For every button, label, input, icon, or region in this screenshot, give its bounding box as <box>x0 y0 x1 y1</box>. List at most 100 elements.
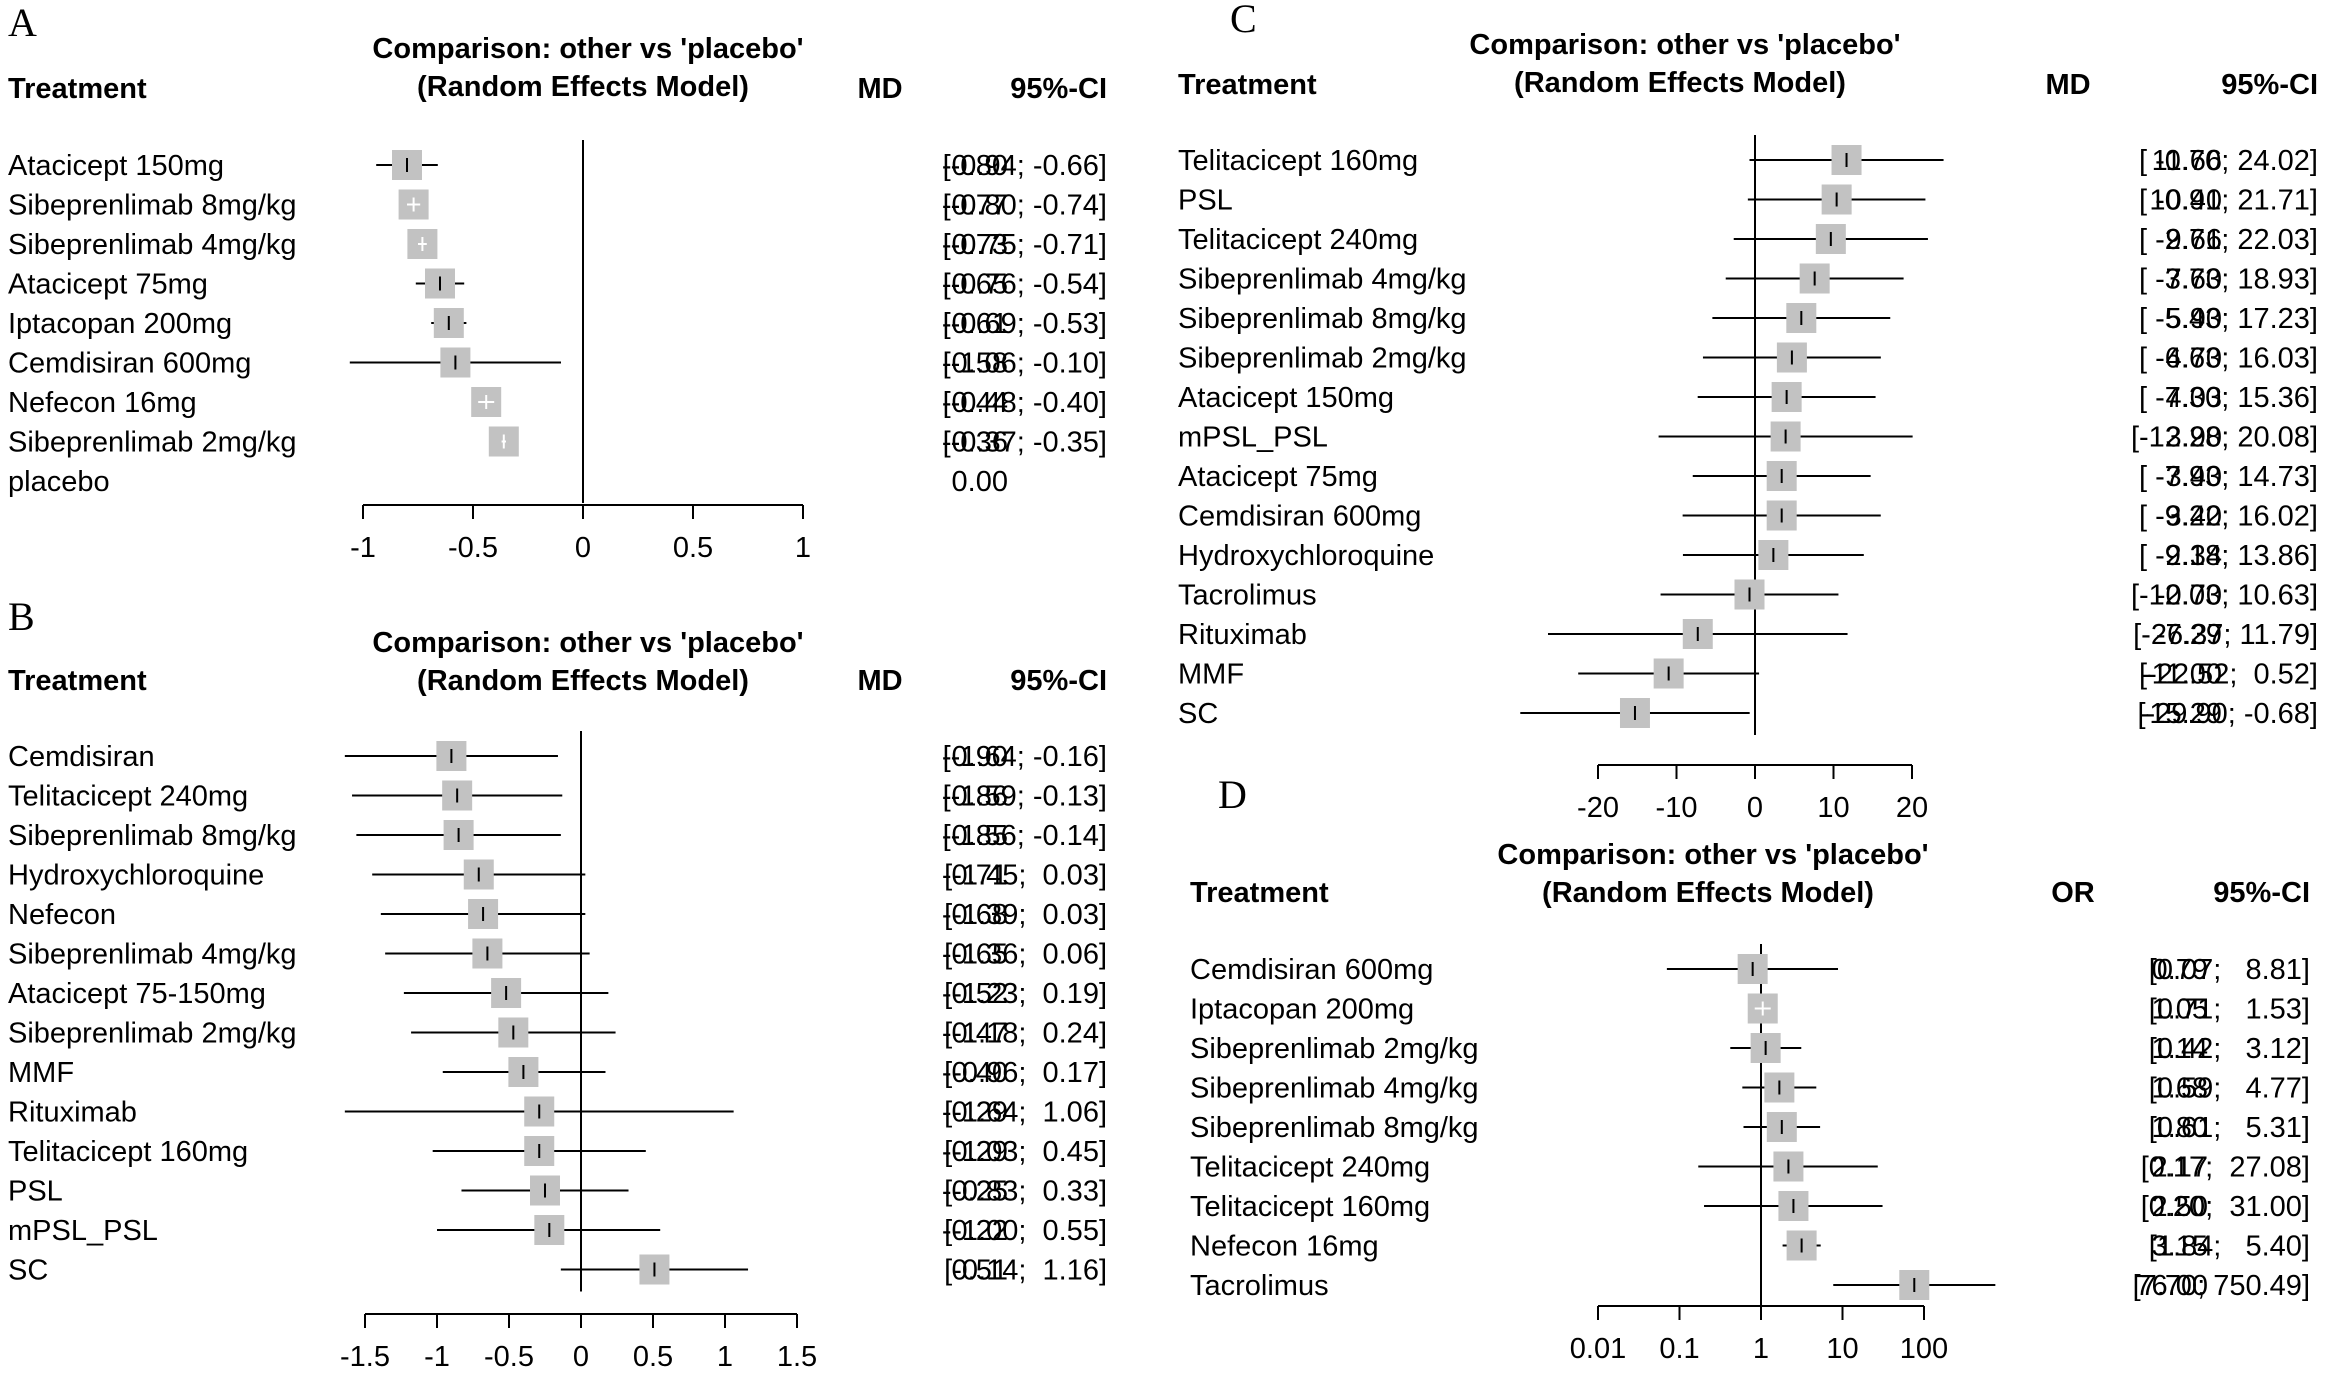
panel-d-ci-value: [0.42; 3.12] <box>2149 1033 2310 1065</box>
panel-b-ci-value: [-1.45; 0.03] <box>944 860 1107 892</box>
panel-c-tick-label: -10 <box>1656 792 1698 824</box>
panel-c-title-line1: Comparison: other vs 'placebo' <box>1469 29 1900 61</box>
panel-b-ci-column: [-1.64; -0.16] [-1.59; -0.13] [-1.56; -0.1… <box>943 741 1107 1287</box>
panel-a-ci-value: [-0.75; -0.71] <box>943 229 1107 261</box>
panel-d-row-label: Telitacicept 240mg <box>1190 1152 1430 1184</box>
panel-a-effect-header: MD <box>857 73 902 105</box>
panel-c-row-label: Sibeprenlimab 8mg/kg <box>1178 303 1467 335</box>
panel-a-estimate-value: -0.61 <box>942 308 1008 340</box>
panel-d-row-label: Sibeprenlimab 4mg/kg <box>1190 1073 1479 1105</box>
panel-c-row-label: Sibeprenlimab 4mg/kg <box>1178 264 1467 296</box>
panel-c-title-line2: (Random Effects Model) <box>1514 67 1846 99</box>
panel-c-row-label: Atacicept 150mg <box>1178 382 1394 414</box>
panel-a-estimate-value: -0.58 <box>942 348 1008 380</box>
panel-a-estimate-value: -0.77 <box>942 190 1008 222</box>
panel-b-ci-value: [-1.39; 0.03] <box>944 899 1107 931</box>
panel-b-tick-label: -0.5 <box>484 1341 534 1373</box>
panel-b-estimate-value: -0.86 <box>942 781 1008 813</box>
panel-c-estimate-value: 5.90 <box>2166 303 2222 335</box>
panel-d-estimate-column: 0.79 1.05 1.14 1.68 1.80 2.17 2.50 3.15 76.00 <box>2135 954 2208 1302</box>
panel-d-row-label: Sibeprenlimab 2mg/kg <box>1190 1033 1479 1065</box>
panel-a-tick-label: 0.5 <box>673 532 713 564</box>
panel-b-estimate-value: -0.65 <box>942 939 1008 971</box>
panel-c-estimate-value: 10.40 <box>2149 185 2222 217</box>
panel-c-ci-value: [ -2.71; 22.03] <box>2139 224 2318 256</box>
panel-c-row-label: Telitacicept 160mg <box>1178 145 1418 177</box>
panel-d-row-labels: Cemdisiran 600mg Iptacopan 200mg Sibeprenl… <box>1190 954 1479 1302</box>
panel-d-row-label: Telitacicept 160mg <box>1190 1191 1430 1223</box>
panel-c-estimate-value: -0.70 <box>2156 580 2222 612</box>
panel-c-estimate-value: 7.60 <box>2166 264 2222 296</box>
panel-c-row-label: Telitacicept 240mg <box>1178 224 1418 256</box>
panel-c: C Comparison: other vs 'placebo' (Random… <box>1178 0 2318 824</box>
panel-b-title-line2: (Random Effects Model) <box>417 665 749 697</box>
panel-c-estimate-value: 4.70 <box>2166 343 2222 375</box>
panel-a-row-label: Atacicept 150mg <box>8 150 224 182</box>
panel-a-tick-label: -1 <box>350 532 376 564</box>
panel-a-row-label: Sibeprenlimab 4mg/kg <box>8 229 297 261</box>
panel-b-row-label: Cemdisiran <box>8 741 155 773</box>
panel-b-tick-label: 1 <box>717 1341 733 1373</box>
panel-c-estimate-column: 11.66 10.40 9.66 7.60 5.90 4.70 4.03 3.90 3.40 3.… <box>2140 145 2222 730</box>
panel-b-row-label: SC <box>8 1255 48 1287</box>
panel-b-estimate-value: -0.85 <box>942 820 1008 852</box>
panel-b-ci-value: [-1.00; 0.55] <box>944 1215 1107 1247</box>
panel-b-title-line1: Comparison: other vs 'placebo' <box>372 627 803 659</box>
panel-d-estimate-value: 2.17 <box>2152 1152 2208 1184</box>
panel-b-row-label: mPSL_PSL <box>8 1215 158 1247</box>
panel-d: D Comparison: other vs 'placebo' (Random… <box>1190 772 2310 1365</box>
panel-a-ci-value: [-1.06; -0.10] <box>943 348 1107 380</box>
panel-c-tick-label: 0 <box>1747 792 1763 824</box>
panel-a: A Comparison: other vs 'placebo' (Random… <box>8 0 1107 564</box>
panel-c-estimate-value: 11.66 <box>2152 145 2222 177</box>
panel-d-tick-label: 100 <box>1900 1333 1948 1365</box>
panel-b-tick-label: 0 <box>573 1341 589 1373</box>
panel-a-row-label: Atacicept 75mg <box>8 269 208 301</box>
panel-a-ci-value: [-0.48; -0.40] <box>943 387 1107 419</box>
panel-b-estimate-value: -0.47 <box>942 1018 1008 1050</box>
panel-c-row-label: Sibeprenlimab 2mg/kg <box>1178 343 1467 375</box>
panel-c-treatment-header: Treatment <box>1178 69 1317 101</box>
panel-c-estimate-value: 3.90 <box>2166 422 2222 454</box>
panel-b-estimate-value: -0.29 <box>942 1097 1008 1129</box>
panel-d-ci-value: [0.17; 27.08] <box>2141 1152 2310 1184</box>
panel-c-ci-value: [ -5.43; 17.23] <box>2139 303 2318 335</box>
panel-a-plot-area: -1 -0.5 0 0.5 1 <box>349 140 811 564</box>
panel-d-effect-header: OR <box>2051 877 2095 909</box>
panel-a-treatment-header: Treatment <box>8 73 147 105</box>
panel-a-ci-value: [-0.37; -0.35] <box>943 427 1107 459</box>
panel-b-estimate-value: -0.25 <box>942 1176 1008 1208</box>
panel-a-row-label: placebo <box>8 466 110 498</box>
panel-d-ci-value: [7.70; 750.49] <box>2133 1270 2310 1302</box>
panel-a-ci-value: [-0.76; -0.54] <box>943 269 1107 301</box>
panel-letter-b: B <box>8 594 35 639</box>
panel-b-row-label: MMF <box>8 1057 74 1089</box>
panel-b-plot-area: -1.5 -1 -0.5 0 0.5 1 1.5 <box>340 731 817 1373</box>
panel-c-ci-header: 95%-CI <box>2221 69 2318 101</box>
panel-a-estimate-value: -0.65 <box>942 269 1008 301</box>
panel-c-row-label: PSL <box>1178 185 1233 217</box>
panel-d-ci-value: [0.71; 1.53] <box>2149 994 2310 1026</box>
panel-d-estimate-value: 1.68 <box>2152 1073 2208 1105</box>
panel-b-row-label: Hydroxychloroquine <box>8 860 264 892</box>
panel-b-row-label: Rituximab <box>8 1097 137 1129</box>
panel-a-tick-label: 0 <box>575 532 591 564</box>
panel-c-estimate-value: 2.34 <box>2166 540 2222 572</box>
panel-d-row-label: Tacrolimus <box>1190 1270 1329 1302</box>
panel-a-row-label: Nefecon 16mg <box>8 387 197 419</box>
panel-b: B Comparison: other vs 'placebo' (Random… <box>8 594 1107 1373</box>
panel-c-ci-value: [-29.90; -0.68] <box>2137 698 2318 730</box>
panel-a-row-label: Cemdisiran 600mg <box>8 348 251 380</box>
panel-d-title-line1: Comparison: other vs 'placebo' <box>1497 839 1928 871</box>
panel-c-estimate-value: -11.00 <box>2142 659 2222 691</box>
panel-b-row-label: Sibeprenlimab 2mg/kg <box>8 1018 297 1050</box>
panel-c-estimate-value: -7.29 <box>2156 619 2222 651</box>
panel-b-ci-value: [-1.23; 0.19] <box>944 978 1107 1010</box>
panel-d-treatment-header: Treatment <box>1190 877 1329 909</box>
panel-c-tick-label: 10 <box>1817 792 1849 824</box>
panel-a-estimate-value: -0.36 <box>942 427 1008 459</box>
panel-d-ci-value: [1.84; 5.40] <box>2149 1231 2310 1263</box>
panel-b-ci-value: [-1.59; -0.13] <box>943 781 1107 813</box>
panel-c-ci-column: [ -0.70; 24.02] [ -0.91; 21.71] [ -2.71; 2… <box>2131 145 2318 730</box>
panel-a-title-line2: (Random Effects Model) <box>417 71 749 103</box>
